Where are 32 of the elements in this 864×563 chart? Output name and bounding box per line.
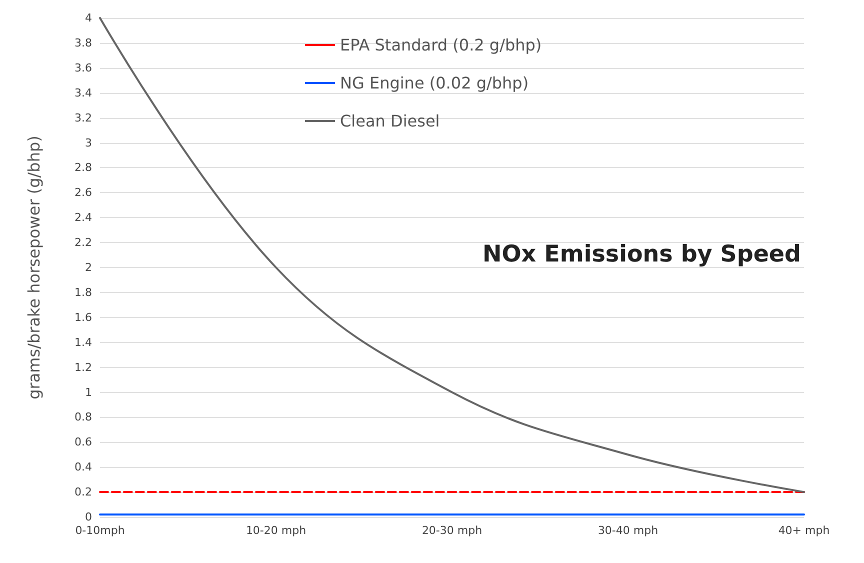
- y-tick-label: 0.6: [74, 436, 92, 449]
- x-tick-label: 30-40 mph: [598, 524, 658, 537]
- y-tick-label: 3: [85, 136, 92, 150]
- legend-label: EPA Standard (0.2 g/bhp): [340, 36, 542, 54]
- y-tick-label: 2.2: [74, 236, 92, 250]
- legend-label: Clean Diesel: [340, 112, 440, 130]
- y-tick-label: 4: [85, 12, 92, 24]
- y-tick-label: 1: [85, 386, 92, 399]
- y-tick-label: 1.2: [74, 360, 92, 374]
- legend-label: NG Engine (0.02 g/bhp): [340, 74, 529, 92]
- y-tick-label: 2: [85, 261, 92, 274]
- x-tick-label: 40+ mph: [778, 524, 830, 537]
- y-tick-label: 3.4: [74, 86, 92, 100]
- x-tick-label: 20-30 mph: [422, 524, 482, 537]
- y-tick-label: 2.6: [74, 186, 92, 200]
- x-tick-label: 0-10mph: [75, 524, 125, 537]
- y-tick-label: 0.2: [74, 486, 92, 499]
- y-tick-label: 1.4: [74, 336, 92, 349]
- y-tick-label: 3.6: [74, 61, 92, 74]
- y-axis-title: grams/brake horsepower (g/bhp): [24, 136, 44, 400]
- y-tick-label: 3.2: [74, 111, 92, 124]
- y-tick-label: 2.4: [74, 211, 92, 224]
- y-tick-label: 0.8: [74, 410, 92, 424]
- y-tick-label: 2.8: [74, 161, 92, 174]
- y-tick-label: 3.8: [74, 36, 92, 50]
- y-tick-label: 0.4: [74, 460, 92, 474]
- y-tick-label: 1.8: [74, 286, 92, 299]
- y-tick-label: 0: [85, 510, 92, 524]
- line-series: [99, 17, 805, 494]
- y-tick-label: 1.6: [74, 310, 92, 324]
- text: NOx Emissions by Speed: [482, 242, 802, 268]
- x-tick-label: 10-20 mph: [246, 524, 306, 537]
